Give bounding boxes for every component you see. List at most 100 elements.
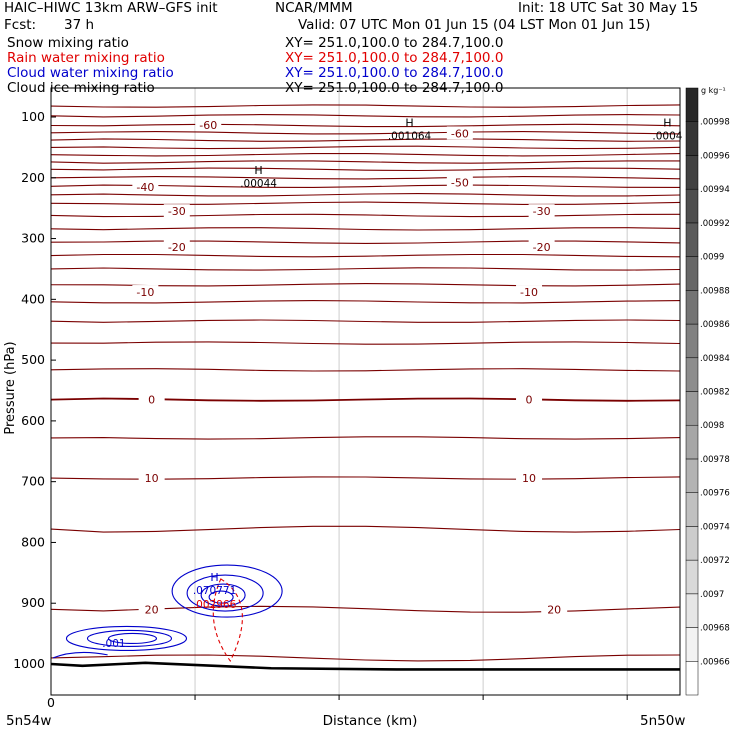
isotherm-line bbox=[50, 240, 681, 244]
valid-time: Valid: 07 UTC Mon 01 Jun 15 (04 LST Mon … bbox=[298, 17, 651, 33]
isotherm-line bbox=[50, 138, 681, 142]
colorbar-label: .00984 bbox=[700, 354, 730, 364]
colorbar: .00966 .00968 .0097 .00972 .00974 .00976 .0097… bbox=[685, 87, 730, 696]
isotherm-line bbox=[50, 193, 681, 197]
isotherm-label: -30 bbox=[533, 205, 551, 218]
cloud-water-contours bbox=[52, 564, 283, 659]
isotherm-line bbox=[50, 123, 681, 128]
colorbar-segment bbox=[685, 661, 699, 696]
isotherm-label-bg bbox=[516, 471, 543, 485]
y-tick-label: 800 bbox=[21, 534, 45, 549]
isotherm-line bbox=[50, 104, 681, 108]
isotherm-label-bg bbox=[195, 117, 222, 131]
organization-label: NCAR/MMM bbox=[275, 0, 353, 16]
isotherm-label-bg bbox=[163, 240, 190, 254]
isotherm-label: -10 bbox=[520, 286, 538, 299]
colorbar-label: .00994 bbox=[700, 185, 730, 195]
y-tick-label: 400 bbox=[21, 291, 45, 306]
y-tick-label: 1000 bbox=[13, 656, 45, 671]
y-tick-label: 700 bbox=[21, 474, 45, 489]
isotherm-line bbox=[50, 201, 681, 205]
y-axis-label: Pressure (hPa) bbox=[3, 341, 18, 434]
isotherm-label: -60 bbox=[451, 127, 469, 140]
y-tick-label: 900 bbox=[21, 595, 45, 610]
y-tick-label: 500 bbox=[21, 352, 45, 367]
y-tick-label: 600 bbox=[21, 413, 45, 428]
colorbar-segment bbox=[685, 357, 699, 392]
x-endpoint-right: 5n50w bbox=[640, 713, 685, 729]
colorbar-segment bbox=[685, 256, 699, 291]
maximum-value: .070771 bbox=[193, 585, 236, 597]
model-title: HAIC–HIWC 13km ARW–GFS init bbox=[4, 0, 218, 16]
isotherm-line bbox=[50, 176, 681, 180]
maximum-symbol: H bbox=[254, 164, 262, 177]
colorbar-label: .0097 bbox=[700, 590, 724, 600]
maximum-value: .002966 bbox=[193, 599, 237, 611]
x-axis-label: Distance (km) bbox=[323, 713, 418, 729]
isotherm-line bbox=[50, 341, 681, 345]
isotherm-line bbox=[50, 368, 681, 372]
isotherm-line bbox=[50, 160, 680, 164]
isotherm-line bbox=[50, 153, 681, 157]
isotherm-label: -20 bbox=[533, 241, 551, 254]
isotherm-label: 20 bbox=[547, 603, 561, 616]
colorbar-label: .00978 bbox=[700, 455, 730, 465]
cloud-water-contour bbox=[208, 590, 234, 604]
isotherm-line bbox=[50, 267, 681, 271]
isotherm-label-bg bbox=[516, 392, 543, 406]
colorbar-segment bbox=[685, 492, 699, 527]
isotherm-label-bg bbox=[446, 126, 473, 140]
isotherm-label: -10 bbox=[136, 286, 154, 299]
colorbar-unit: g kg⁻¹ bbox=[701, 86, 726, 95]
colorbar-label: .00982 bbox=[700, 388, 730, 398]
maximum-symbol: H bbox=[405, 116, 413, 129]
x-tick-label-0: 0 bbox=[47, 695, 55, 710]
maximum-value: .0004 bbox=[652, 130, 682, 142]
y-tick-label: 300 bbox=[21, 231, 45, 246]
colorbar-label: .00976 bbox=[700, 489, 730, 499]
colorbar-segment bbox=[685, 87, 699, 122]
cloud-water-contour bbox=[52, 651, 108, 659]
isotherm-label-bg bbox=[138, 471, 165, 485]
field-name-snow: Snow mixing ratio bbox=[7, 35, 129, 51]
maximum-value: .001 bbox=[102, 638, 125, 650]
field-xy-cloud-water: XY= 251.0,100.0 to 284.7,100.0 bbox=[285, 65, 504, 81]
rain-water-contours bbox=[212, 578, 243, 663]
colorbar-segment bbox=[685, 323, 699, 359]
temperature-contours: -60 -60 -50 -40 -30 -30 -20 -20 -10 -10 0 0 10 10 20 20 bbox=[50, 104, 681, 662]
colorbar-label: .0098 bbox=[700, 421, 724, 431]
field-xy-snow: XY= 251.0,100.0 to 284.7,100.0 bbox=[285, 35, 504, 51]
cloud-water-contour bbox=[171, 564, 283, 618]
isotherm-line bbox=[50, 227, 681, 231]
isotherm-line bbox=[50, 300, 681, 304]
isotherm-label-bg bbox=[528, 204, 555, 218]
colorbar-label: .00992 bbox=[700, 219, 730, 229]
maximum-value: .00044 bbox=[240, 178, 277, 190]
colorbar-label: .00966 bbox=[700, 657, 730, 667]
colorbar-segment bbox=[685, 559, 699, 595]
isotherm-label: -40 bbox=[136, 181, 154, 194]
ground-surface-line bbox=[50, 661, 680, 671]
isotherm-line bbox=[50, 253, 681, 258]
isotherm-line bbox=[50, 319, 681, 323]
colorbar-segment bbox=[685, 391, 699, 426]
isotherm-line bbox=[50, 114, 681, 118]
colorbar-segment bbox=[685, 121, 699, 156]
colorbar-segment bbox=[685, 222, 699, 257]
isotherm-label-bg bbox=[541, 602, 568, 616]
isotherm-label: -60 bbox=[199, 119, 217, 132]
field-name-cloud-water: Cloud water mixing ratio bbox=[7, 65, 174, 81]
isotherm-label: 20 bbox=[145, 603, 159, 616]
colorbar-label: .00998 bbox=[700, 118, 730, 128]
isotherm-label: 0 bbox=[526, 394, 533, 407]
isotherm-label: 10 bbox=[522, 472, 536, 485]
isotherm-line bbox=[50, 167, 681, 172]
isotherm-label: 10 bbox=[145, 472, 159, 485]
isotherm-line bbox=[50, 131, 681, 135]
colorbar-segment bbox=[685, 458, 699, 493]
cloud-water-contour bbox=[107, 632, 158, 645]
colorbar-label: .0099 bbox=[700, 253, 724, 263]
